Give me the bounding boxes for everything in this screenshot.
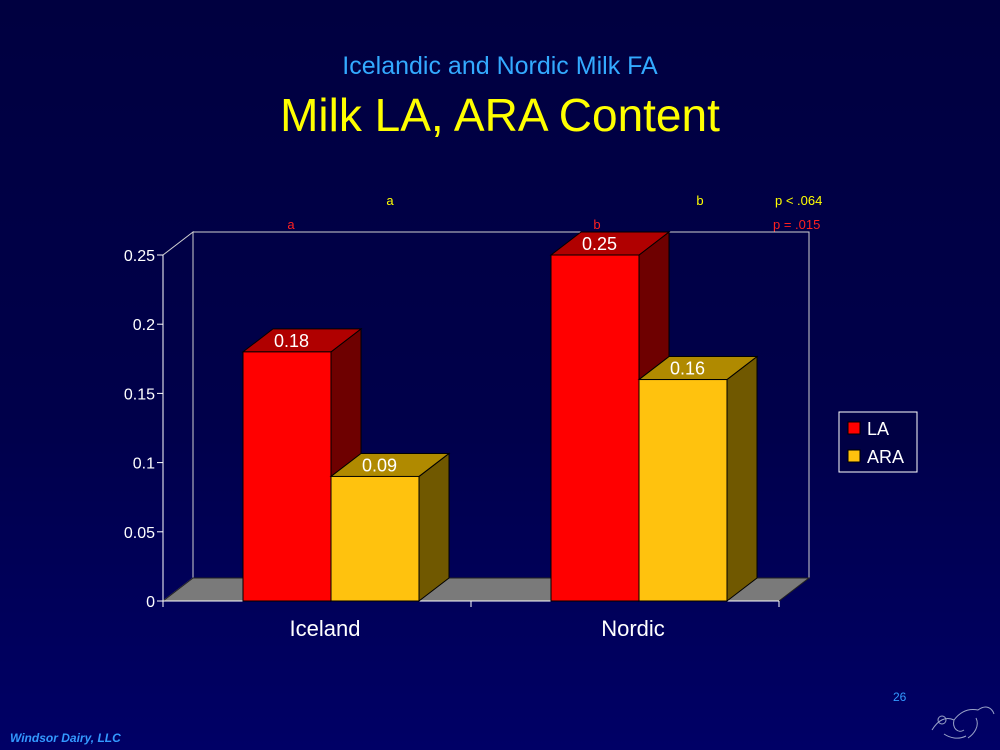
legend-swatch-ara: [847, 449, 861, 463]
y-tick-label: 0.2: [133, 317, 155, 334]
logo-icon: [931, 706, 995, 739]
bar-side-ara: [418, 452, 450, 603]
bar-ara-nordic: [638, 379, 728, 602]
y-tick-label: 0: [146, 594, 155, 611]
data-label: 0.16: [670, 359, 705, 379]
bar-ara-iceland: [330, 475, 420, 602]
slide-title: Milk LA, ARA Content: [280, 89, 720, 141]
annotation-ara-pvalue: p < .064: [775, 193, 822, 208]
bar-la-nordic: [550, 254, 640, 602]
y-tick-label: 0.25: [124, 248, 155, 265]
y-tick-label: 0.1: [133, 456, 155, 473]
legend-label-ara: ARA: [867, 447, 904, 467]
annotation-la-iceland: a: [287, 217, 295, 232]
y-tick-label: 0.15: [124, 386, 155, 403]
annotation-ara-nordic: b: [696, 193, 703, 208]
annotation-la-nordic: b: [593, 217, 600, 232]
footer-company: Windsor Dairy, LLC: [10, 731, 121, 745]
annotation-la-pvalue: p = .015: [773, 217, 820, 232]
slide-number: 26: [893, 690, 907, 704]
bar-la-iceland: [242, 351, 332, 602]
legend-swatch-la: [847, 421, 861, 435]
x-tick-label-iceland: Iceland: [290, 616, 361, 641]
annotation-ara-iceland: a: [386, 193, 394, 208]
x-tick-label-nordic: Nordic: [601, 616, 665, 641]
slide-subtitle: Icelandic and Nordic Milk FA: [342, 52, 658, 80]
legend-label-la: LA: [867, 419, 889, 439]
data-label: 0.25: [582, 234, 617, 254]
data-label: 0.09: [362, 455, 397, 475]
bar-side-ara: [726, 355, 758, 603]
data-label: 0.18: [274, 331, 309, 351]
y-tick-label: 0.05: [124, 525, 155, 542]
chart-side-wall: [162, 230, 194, 603]
